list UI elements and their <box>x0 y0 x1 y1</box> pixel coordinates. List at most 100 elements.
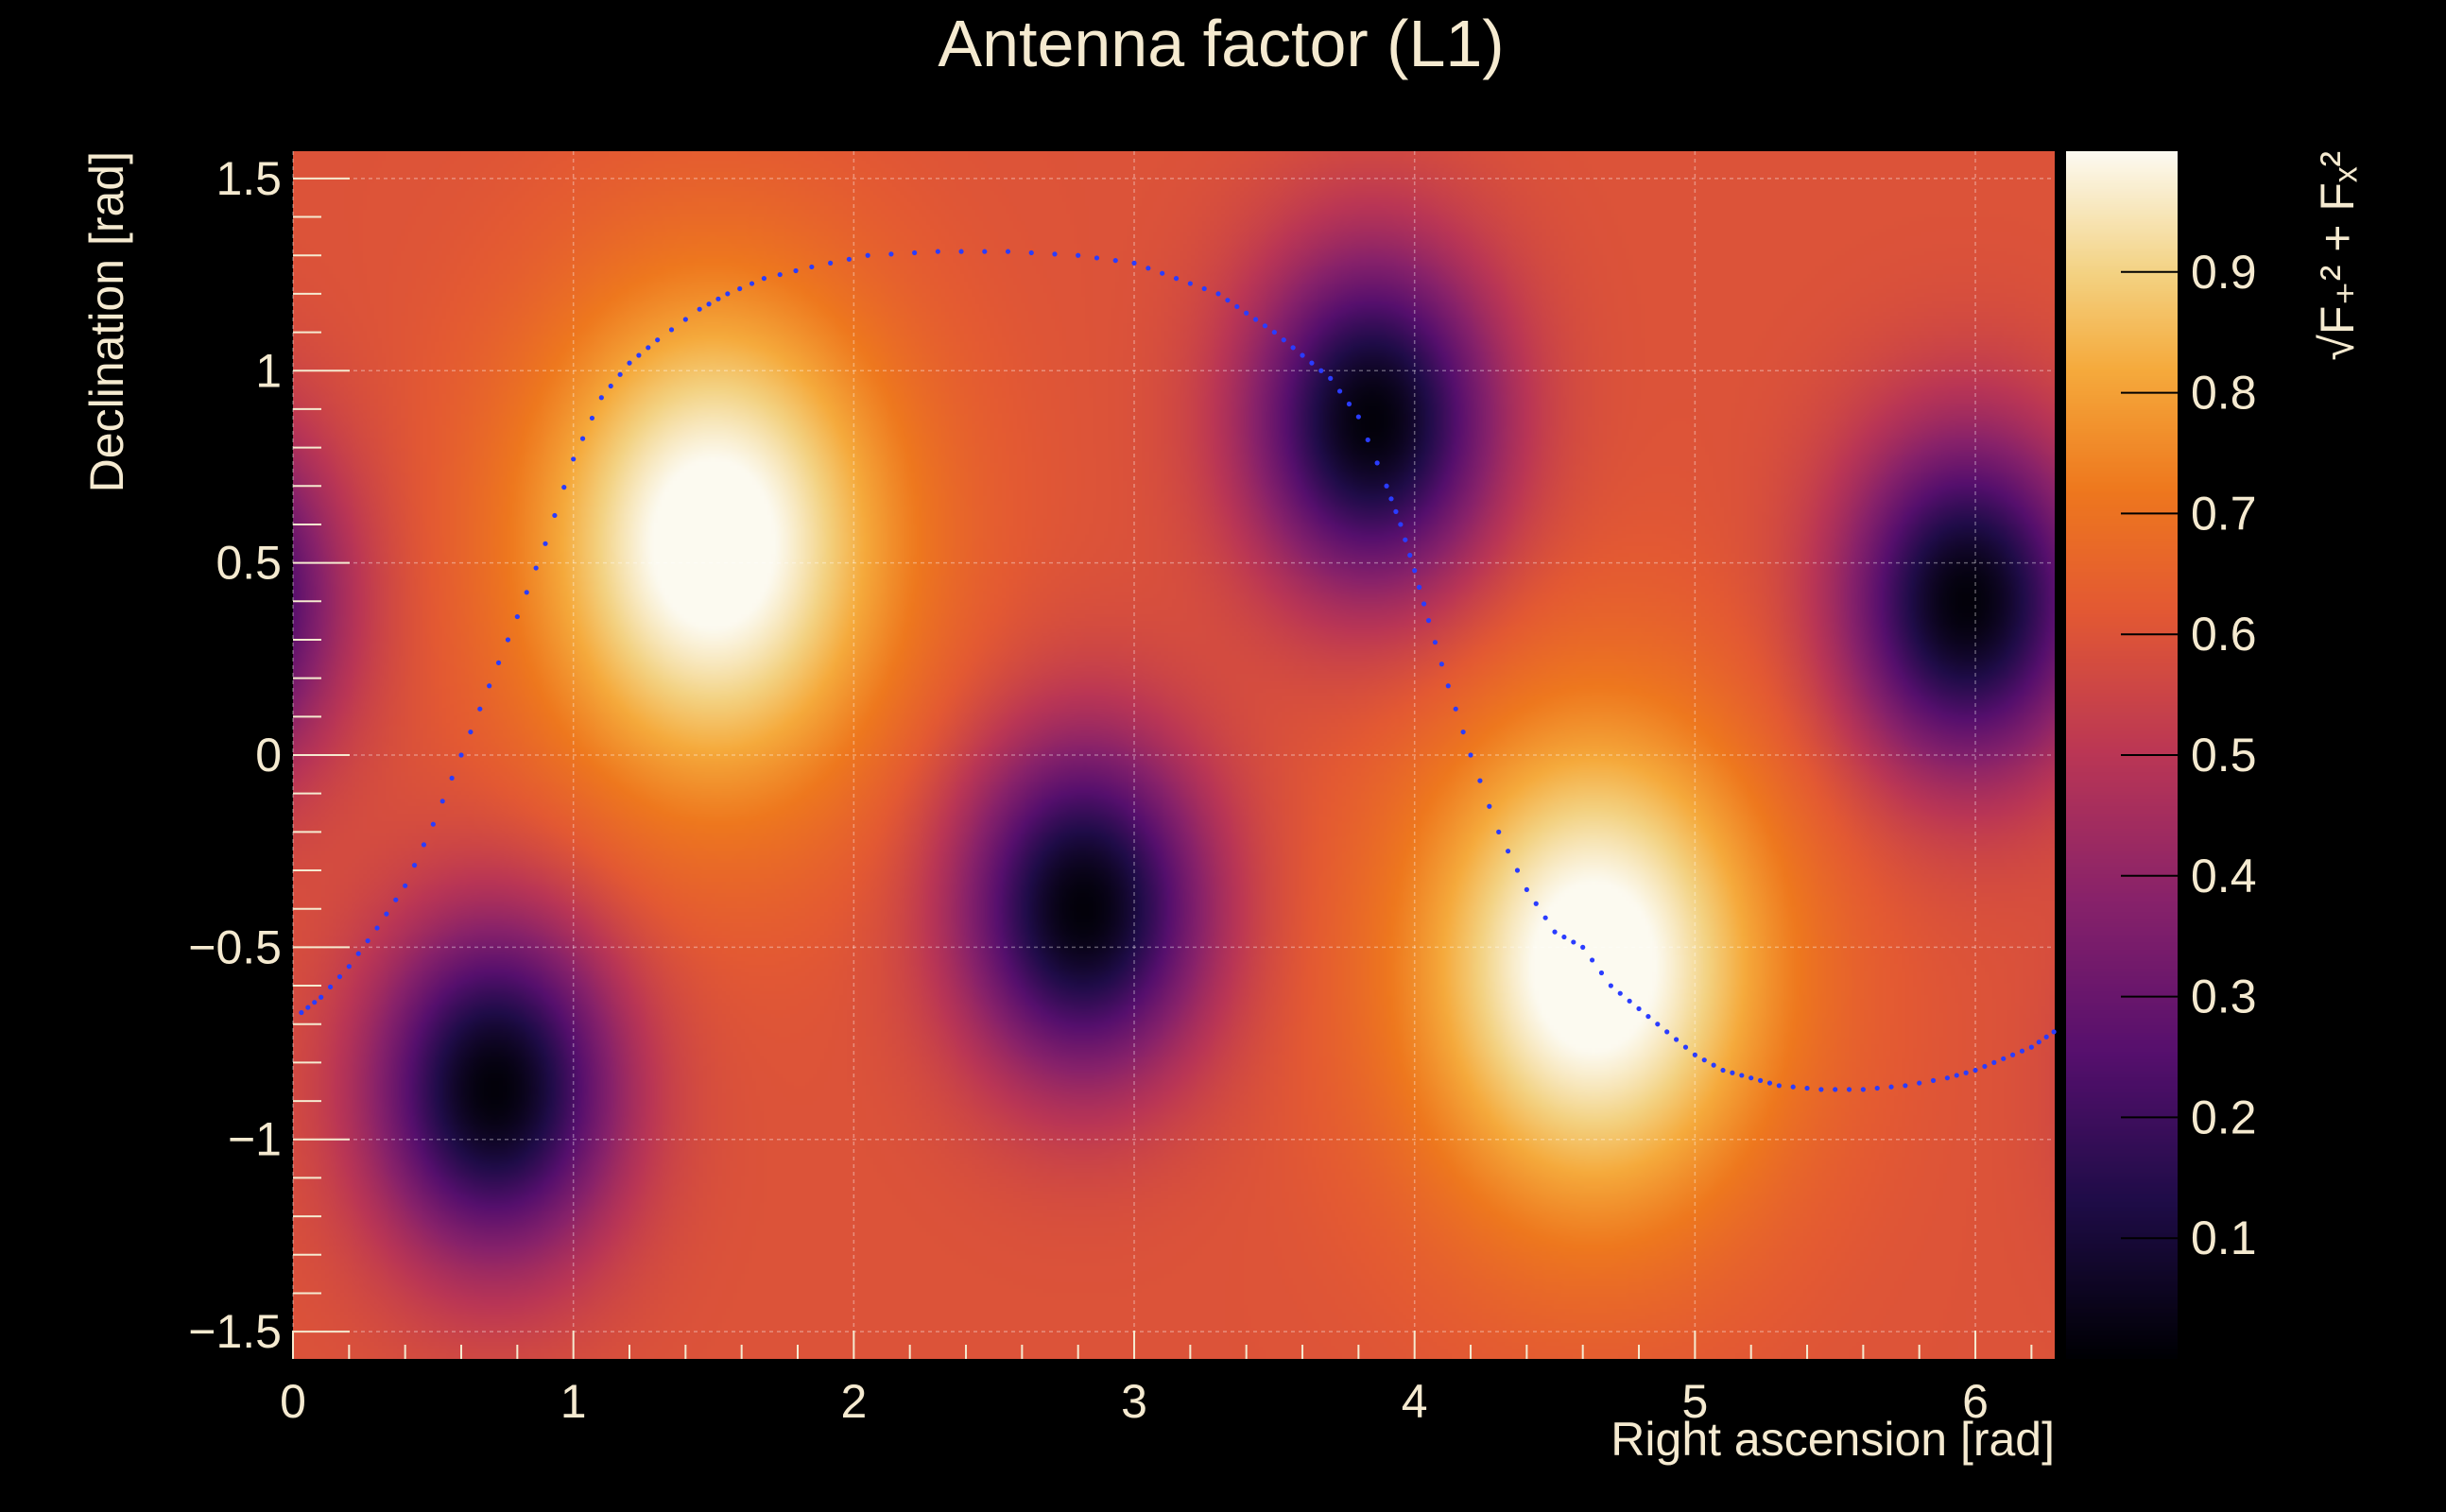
colorbar-axis: 0.1 0.2 0.3 0.4 0.5 0.6 0.7 0.8 0.9 <box>2121 246 2257 1264</box>
x-tick-label: 6 <box>1962 1375 1989 1428</box>
curve-point <box>1076 252 1081 258</box>
curve-point <box>1972 1067 1978 1074</box>
curve-point <box>1328 375 1334 381</box>
curve-point <box>1112 258 1118 264</box>
colorbar-tick-label: 0.7 <box>2191 487 2257 540</box>
curve-point <box>319 994 324 1000</box>
colorbar-tick-label: 0.6 <box>2191 608 2257 661</box>
y-tick-label: 1.5 <box>215 152 282 205</box>
curve-point <box>495 660 502 665</box>
curve-point <box>299 1009 304 1016</box>
curve-point <box>1028 249 1034 256</box>
curve-point <box>336 973 343 980</box>
curve-point <box>1094 255 1100 261</box>
curve-point <box>514 613 520 620</box>
curve-point <box>1991 1059 1997 1065</box>
curve-point <box>1701 1057 1707 1063</box>
curve-point <box>697 306 702 312</box>
colorbar-tick-label: 0.2 <box>2191 1091 2257 1143</box>
y-tick-label: −0.5 <box>188 920 282 973</box>
curve-point <box>636 352 642 358</box>
curve-point <box>715 296 721 301</box>
curve-point <box>1860 1087 1866 1092</box>
curve-point <box>1589 957 1595 963</box>
curve-point <box>533 565 539 571</box>
curve-point <box>1407 552 1413 558</box>
curve-point <box>1393 508 1399 514</box>
curve-point <box>1917 1080 1922 1086</box>
curve-point <box>1477 778 1483 783</box>
curve-point <box>1290 345 1296 351</box>
curve-point <box>1262 323 1268 329</box>
curve-point <box>2019 1048 2025 1054</box>
curve-point <box>793 267 799 274</box>
curve-point <box>1145 266 1151 271</box>
curve-point <box>1580 944 1586 950</box>
curve-point <box>1496 829 1502 834</box>
curve-point <box>1318 368 1324 373</box>
curve-point <box>579 436 586 441</box>
colorbar-tick-label: 0.8 <box>2191 367 2257 420</box>
curve-point <box>524 590 529 595</box>
curve-point <box>809 264 815 270</box>
curve-point <box>384 911 389 917</box>
curve-point <box>1234 303 1240 310</box>
curve-point <box>477 706 483 712</box>
curve-point <box>1833 1087 1838 1092</box>
curve-point <box>655 337 661 343</box>
curve-point <box>1617 990 1623 996</box>
curve-point <box>1954 1073 1959 1078</box>
curve-point <box>1776 1083 1782 1089</box>
curve-point <box>1874 1085 1880 1091</box>
curve-point <box>777 271 783 278</box>
curve-point <box>598 395 604 401</box>
curve-point <box>1903 1083 1908 1089</box>
curve-point <box>468 729 474 735</box>
curve-point <box>725 291 731 297</box>
curve-point <box>1417 584 1422 590</box>
curve-point <box>421 842 427 848</box>
curve-point <box>1682 1044 1689 1050</box>
curve-point <box>1336 388 1343 394</box>
curve-point <box>487 683 492 689</box>
curve-point <box>1846 1087 1852 1092</box>
curve-point <box>1692 1052 1697 1057</box>
curve-point <box>1173 276 1180 282</box>
curve-point <box>393 897 399 902</box>
curve-point <box>1355 414 1361 420</box>
curve-point <box>1365 437 1370 443</box>
curve-point <box>1790 1084 1796 1090</box>
curve-point <box>1963 1070 1969 1075</box>
curve-point <box>2051 1029 2057 1035</box>
curve-point <box>1453 706 1458 712</box>
curve-point <box>1281 337 1286 343</box>
curve-point <box>1804 1085 1810 1091</box>
curve-point <box>1244 310 1249 316</box>
curve-point <box>1052 251 1058 257</box>
curve-point <box>1673 1037 1679 1042</box>
curve-point <box>1608 983 1613 988</box>
curve-point <box>327 984 334 990</box>
curve-point <box>1766 1080 1773 1086</box>
curve-point <box>1201 285 1207 292</box>
curve-point <box>1421 601 1427 607</box>
x-tick-label: 0 <box>280 1375 306 1428</box>
y-tick-label: 0 <box>255 729 282 782</box>
curve-point <box>1487 803 1492 809</box>
curve-point <box>1533 901 1539 906</box>
colorbar-tick-label: 0.5 <box>2191 729 2257 782</box>
y-tick-label: −1 <box>228 1113 282 1166</box>
curve-point <box>668 327 675 333</box>
curve-point <box>828 260 834 266</box>
curve-point <box>1412 568 1418 574</box>
curve-point <box>365 937 370 944</box>
curve-point <box>1346 401 1352 407</box>
curve-point <box>2036 1040 2041 1045</box>
curve-point <box>1982 1063 1988 1070</box>
y-tick-label: 0.5 <box>215 537 282 590</box>
curve-point <box>1374 460 1380 466</box>
curve-point <box>706 301 712 307</box>
curve-point <box>1384 483 1389 489</box>
colorbar-tick-label: 0.9 <box>2191 246 2257 299</box>
